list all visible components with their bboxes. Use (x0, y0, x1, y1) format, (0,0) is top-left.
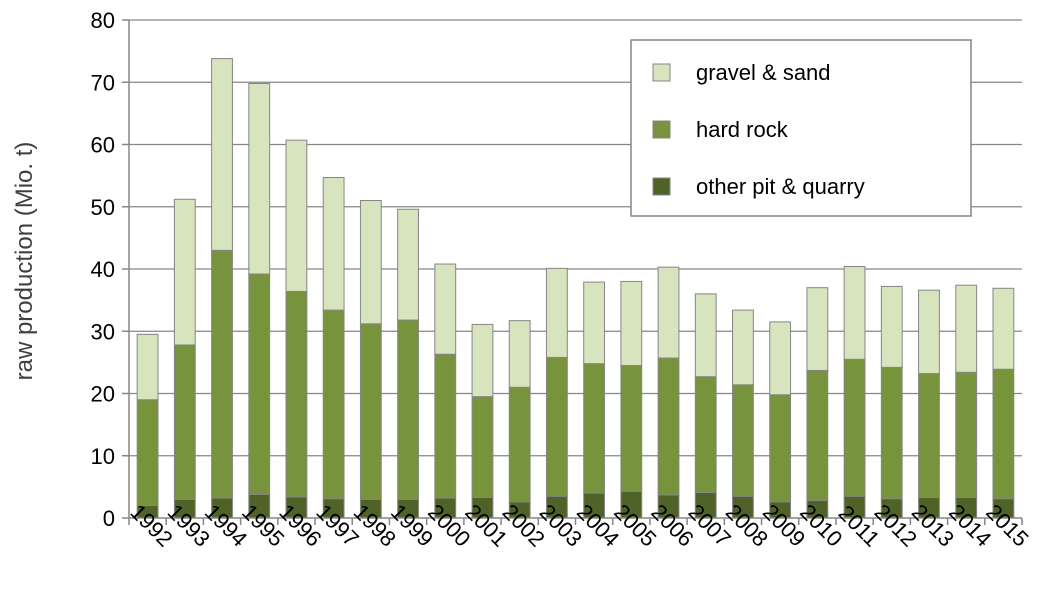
bar-segment (992, 368, 1015, 500)
bar-segment (545, 267, 568, 358)
legend-label: other pit & quarry (696, 174, 865, 199)
bar-segment (322, 309, 345, 500)
x-tick-label: 2011 (834, 500, 885, 551)
y-tick-label: 40 (91, 257, 115, 282)
y-tick-label: 30 (91, 319, 115, 344)
bar-segment (955, 284, 978, 373)
bar-segment (843, 266, 866, 360)
y-axis-title: raw production (Mio. t) (11, 142, 38, 381)
bar-segment (508, 386, 531, 503)
bar-segment (880, 366, 903, 500)
bar-segment (732, 309, 754, 386)
gridlines (129, 19, 1022, 457)
bar-segment (285, 290, 308, 498)
y-tick-label: 0 (103, 506, 115, 531)
bar-segment (136, 333, 159, 401)
bar-segment (657, 266, 680, 359)
bars (136, 58, 1015, 519)
legend-swatch (652, 63, 671, 82)
bar-segment (471, 323, 494, 398)
y-axis-ticks: 0 10 20 30 40 50 60 70 80 (91, 8, 129, 531)
bar-segment (843, 358, 866, 497)
bar-segment (806, 369, 829, 502)
bar-segment (211, 58, 233, 251)
bar-segment (657, 357, 680, 496)
bar-segment (545, 356, 568, 497)
bar-segment (211, 249, 233, 499)
y-tick-label: 70 (91, 70, 115, 95)
bar-segment (285, 139, 308, 292)
bar-segment (248, 273, 271, 495)
bar-segment (955, 371, 978, 498)
bar-segment (769, 394, 792, 503)
bar-segment (694, 293, 717, 378)
bar-segment (806, 287, 829, 371)
legend: gravel & sand hard rock other pit & quarry (630, 39, 972, 217)
bar-segment (173, 198, 196, 346)
legend-swatch (652, 120, 671, 139)
bar-segment (620, 280, 643, 366)
y-tick-label: 20 (91, 382, 115, 407)
bar-segment (918, 373, 940, 498)
bar-segment (769, 321, 792, 396)
bar-segment (397, 319, 419, 500)
legend-label: hard rock (696, 117, 789, 142)
bar-segment (992, 287, 1015, 370)
bar-segment (136, 399, 159, 507)
x-tick-label: 1992 (125, 499, 177, 551)
bar-segment (583, 281, 606, 365)
legend-box (630, 39, 972, 217)
bar-segment (471, 396, 494, 498)
bar-segment (434, 353, 457, 499)
bar-segment (732, 384, 754, 497)
bar-segment (918, 289, 940, 375)
bar-segment (248, 82, 271, 275)
bar-segment (880, 285, 903, 368)
legend-label: gravel & sand (696, 60, 831, 85)
bar-segment (508, 320, 531, 388)
bar-segment (620, 364, 643, 492)
bar-segment (322, 176, 345, 311)
legend-swatch (652, 177, 671, 196)
bar-segment (359, 200, 382, 325)
y-tick-label: 80 (91, 8, 115, 33)
y-tick-label: 50 (91, 195, 115, 220)
y-tick-label: 10 (91, 444, 115, 469)
y-tick-label: 60 (91, 133, 115, 158)
bar-segment (397, 208, 419, 321)
bar-segment (173, 344, 196, 500)
bar-segment (583, 363, 606, 494)
bar-segment (694, 376, 717, 493)
bar-segment (359, 323, 382, 500)
bar-segment (434, 263, 457, 355)
